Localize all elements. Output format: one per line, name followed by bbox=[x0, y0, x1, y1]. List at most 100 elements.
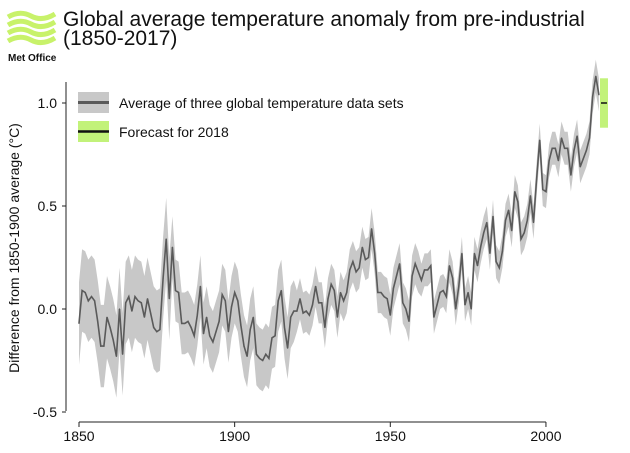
logo-wave bbox=[6, 18, 57, 30]
data-point bbox=[252, 316, 254, 318]
data-point bbox=[159, 329, 161, 331]
data-point bbox=[395, 275, 398, 277]
data-point bbox=[299, 298, 301, 300]
data-point bbox=[212, 341, 214, 343]
data-point bbox=[420, 279, 422, 281]
data-point bbox=[542, 188, 544, 191]
x-tick-label: 1850 bbox=[63, 428, 94, 444]
data-point bbox=[327, 298, 329, 300]
data-point bbox=[218, 320, 220, 322]
data-point bbox=[302, 312, 304, 314]
legend-label-average: Average of three global temperature data… bbox=[119, 95, 404, 111]
data-point bbox=[249, 329, 251, 331]
data-point bbox=[209, 335, 211, 337]
data-point bbox=[90, 296, 93, 298]
data-point bbox=[125, 302, 127, 304]
data-point bbox=[293, 310, 295, 312]
data-point bbox=[529, 195, 532, 197]
logo-wave bbox=[6, 26, 57, 38]
data-point bbox=[389, 314, 391, 316]
data-point bbox=[371, 228, 373, 230]
data-point bbox=[112, 339, 114, 341]
y-tick-label: -0.5 bbox=[33, 404, 57, 420]
legend-label-forecast: Forecast for 2018 bbox=[119, 124, 229, 140]
data-point bbox=[392, 287, 394, 289]
data-point bbox=[81, 289, 83, 292]
data-point bbox=[585, 149, 588, 151]
data-point bbox=[405, 308, 407, 310]
data-point bbox=[476, 265, 479, 267]
data-point bbox=[346, 291, 348, 294]
data-point bbox=[417, 271, 419, 273]
data-point bbox=[100, 345, 102, 347]
data-point bbox=[358, 267, 360, 269]
data-point bbox=[386, 298, 388, 300]
data-point bbox=[343, 300, 345, 302]
data-point bbox=[268, 357, 270, 359]
data-point bbox=[588, 137, 591, 139]
data-point bbox=[199, 285, 201, 287]
data-point bbox=[162, 277, 164, 279]
axes: -0.5 0.0 0.5 1.0 1850 1900 1950 2000 bbox=[33, 82, 562, 444]
data-point bbox=[554, 147, 556, 149]
data-point bbox=[361, 246, 363, 248]
data-point bbox=[240, 324, 242, 327]
data-point bbox=[255, 353, 257, 355]
data-point bbox=[230, 306, 233, 308]
data-point bbox=[234, 291, 236, 294]
data-point bbox=[184, 322, 186, 324]
data-point bbox=[280, 289, 282, 292]
legend: Average of three global temperature data… bbox=[78, 92, 404, 142]
x-tick-label: 1900 bbox=[219, 428, 250, 444]
data-point bbox=[109, 326, 111, 329]
data-point bbox=[595, 75, 597, 77]
data-point bbox=[224, 300, 226, 302]
data-point bbox=[545, 191, 547, 193]
data-point bbox=[579, 166, 581, 168]
data-point bbox=[103, 345, 105, 347]
data-point bbox=[355, 271, 357, 273]
data-point bbox=[501, 250, 503, 252]
data-point bbox=[277, 300, 279, 302]
data-point bbox=[399, 263, 401, 265]
met-office-logo: Met Office bbox=[6, 10, 57, 64]
data-point bbox=[560, 137, 563, 139]
data-point bbox=[215, 331, 217, 333]
data-point bbox=[227, 331, 229, 333]
data-point bbox=[411, 275, 413, 277]
logo-text: Met Office bbox=[8, 53, 57, 64]
forecast-2018 bbox=[599, 78, 608, 128]
data-point bbox=[330, 283, 332, 285]
data-point bbox=[333, 289, 335, 292]
data-point bbox=[271, 337, 273, 339]
data-point bbox=[408, 320, 410, 322]
data-point bbox=[193, 335, 195, 337]
chart-title-line1: Global average temperature anomaly from … bbox=[63, 8, 585, 31]
data-point bbox=[480, 246, 482, 248]
y-tick-label: 1.0 bbox=[38, 95, 58, 111]
data-point bbox=[318, 302, 320, 304]
data-point bbox=[455, 308, 457, 310]
chart-title-line2: (1850-2017) bbox=[63, 27, 177, 50]
data-point bbox=[283, 326, 286, 329]
data-point bbox=[259, 357, 261, 359]
data-point bbox=[532, 221, 535, 224]
data-point bbox=[504, 219, 507, 221]
data-point bbox=[570, 174, 572, 176]
data-point bbox=[131, 310, 133, 312]
data-point bbox=[436, 304, 438, 306]
data-points bbox=[78, 75, 600, 362]
data-point bbox=[448, 265, 450, 267]
data-point bbox=[567, 147, 569, 149]
data-point bbox=[495, 261, 497, 263]
x-tick-label: 1950 bbox=[375, 428, 406, 444]
data-point bbox=[517, 201, 519, 203]
data-point bbox=[290, 316, 292, 318]
data-point bbox=[196, 314, 198, 316]
data-point bbox=[143, 316, 145, 318]
data-point bbox=[423, 269, 426, 271]
data-point bbox=[452, 277, 454, 279]
data-point bbox=[364, 259, 366, 261]
data-point bbox=[174, 289, 177, 292]
data-point bbox=[557, 160, 560, 162]
